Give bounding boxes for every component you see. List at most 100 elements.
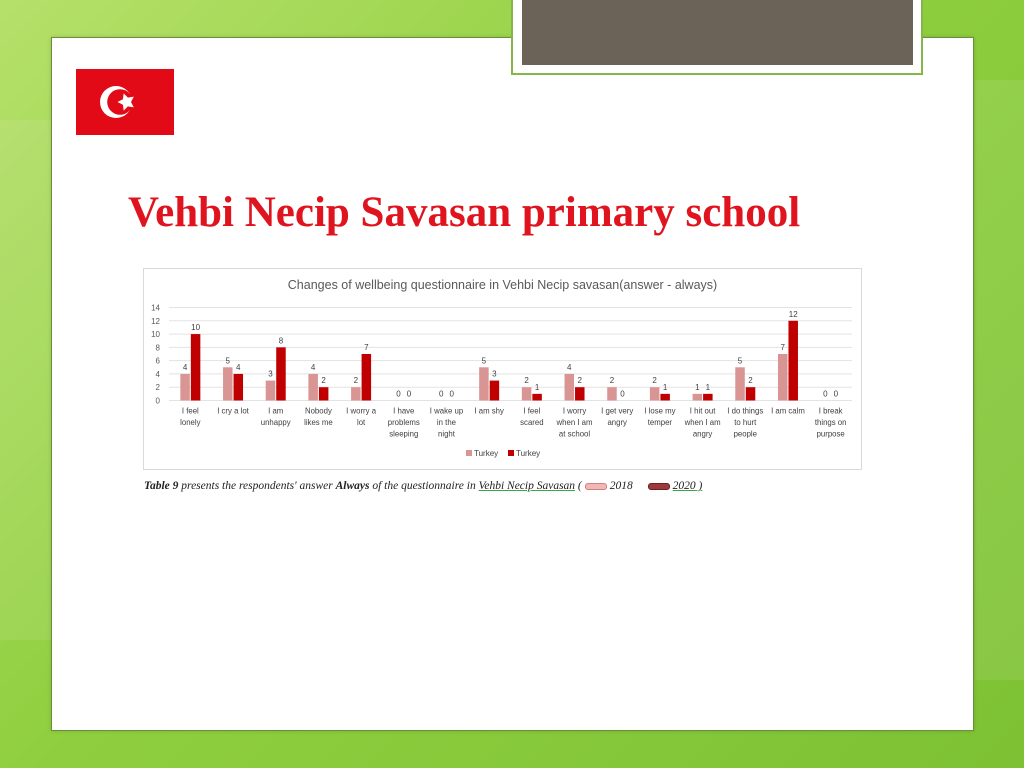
x-tick-label: I have xyxy=(393,407,414,416)
data-label: 10 xyxy=(191,323,200,332)
bar-turkey-2020 xyxy=(575,387,585,401)
x-tick-label: I worry xyxy=(563,407,586,416)
x-tick-label: I feel xyxy=(523,407,540,416)
y-tick-label: 10 xyxy=(151,330,160,339)
x-tick-label: sleeping xyxy=(389,430,418,439)
data-label: 0 xyxy=(439,390,444,399)
bar-turkey-2020 xyxy=(660,393,670,401)
y-tick-label: 12 xyxy=(151,317,160,326)
x-tick-label: I am calm xyxy=(771,407,805,416)
x-tick-label: problems xyxy=(388,418,420,427)
turkey-flag-graphic xyxy=(76,69,174,135)
x-tick-label: things on xyxy=(815,418,847,427)
caption-year-2018: 2018 xyxy=(609,480,633,492)
data-label: 2 xyxy=(321,376,326,385)
x-tick-label: I wake up xyxy=(430,407,464,416)
y-tick-label: 0 xyxy=(156,397,161,406)
data-label: 1 xyxy=(663,383,668,392)
y-tick-label: 6 xyxy=(156,357,161,366)
bar-turkey-2020 xyxy=(788,320,798,401)
bar-turkey-2018 xyxy=(607,387,617,401)
data-label: 0 xyxy=(620,390,625,399)
chart-container: Changes of wellbeing questionnaire in Ve… xyxy=(143,268,862,470)
legend-label: Turkey xyxy=(474,449,498,458)
background-streak xyxy=(0,120,60,640)
data-label: 5 xyxy=(226,356,231,365)
caption-school: Vehbi Necip Savasan xyxy=(478,480,576,492)
data-label: 2 xyxy=(652,376,657,385)
x-tick-label: likes me xyxy=(304,418,333,427)
x-tick-label: angry xyxy=(693,430,713,439)
data-label: 4 xyxy=(236,363,241,372)
x-tick-label: I break xyxy=(819,407,843,416)
bar-turkey-2018 xyxy=(649,387,660,401)
legend-label: Turkey xyxy=(516,449,540,458)
y-tick-label: 8 xyxy=(156,343,161,352)
bar-turkey-2020 xyxy=(233,373,244,401)
x-tick-label: when I am xyxy=(684,418,721,427)
legend-swatch xyxy=(466,450,472,456)
y-tick-label: 4 xyxy=(156,370,161,379)
caption-paren-close: ) xyxy=(695,480,703,492)
x-tick-label: I get very xyxy=(601,407,633,416)
data-label: 8 xyxy=(279,336,284,345)
bar-turkey-2018 xyxy=(265,380,276,401)
bar-turkey-2018 xyxy=(735,367,745,401)
bar-turkey-2020 xyxy=(532,393,542,401)
x-tick-label: to hurt xyxy=(734,418,757,427)
legend-swatch xyxy=(508,450,514,456)
x-tick-label: I am xyxy=(268,407,283,416)
data-label: 2 xyxy=(610,376,615,385)
x-tick-label: Nobody xyxy=(305,407,332,416)
data-label: 7 xyxy=(364,343,369,352)
table-caption: Table 9 presents the respondents' answer… xyxy=(144,480,844,492)
x-tick-label: lot xyxy=(357,418,366,427)
bar-turkey-2018 xyxy=(692,393,703,401)
data-label: 1 xyxy=(695,383,700,392)
data-label: 2 xyxy=(578,376,583,385)
turkey-flag-icon xyxy=(76,69,174,135)
bar-turkey-2020 xyxy=(361,354,372,401)
x-tick-label: unhappy xyxy=(261,418,291,427)
data-label: 1 xyxy=(706,383,711,392)
slide-title: Vehbi Necip Savasan primary school xyxy=(128,189,801,236)
chart-title: Changes of wellbeing questionnaire in Ve… xyxy=(287,278,718,292)
x-tick-label: I lose my xyxy=(644,407,675,416)
data-label: 5 xyxy=(482,356,487,365)
x-tick-label: I feel xyxy=(182,407,199,416)
top-header-tab xyxy=(511,0,923,75)
data-label: 1 xyxy=(535,383,540,392)
x-tick-label: angry xyxy=(607,418,627,427)
data-label: 12 xyxy=(789,310,798,319)
data-label: 0 xyxy=(396,390,401,399)
x-tick-label: lonely xyxy=(180,418,200,427)
x-tick-label: I am shy xyxy=(474,407,504,416)
bar-turkey-2018 xyxy=(521,387,532,401)
data-label: 0 xyxy=(823,390,828,399)
data-label: 2 xyxy=(748,376,753,385)
data-label: 4 xyxy=(567,363,572,372)
x-tick-label: I worry a xyxy=(346,407,377,416)
caption-text-2: of the questionnaire in xyxy=(369,480,479,492)
x-tick-label: when I am xyxy=(556,418,593,427)
bar-turkey-2020 xyxy=(745,387,756,401)
bar-turkey-2020 xyxy=(276,347,286,401)
data-label: 0 xyxy=(834,390,839,399)
caption-text-1: presents the respondents' answer xyxy=(178,480,336,492)
bar-turkey-2020 xyxy=(318,387,329,401)
x-tick-label: in the xyxy=(437,418,456,427)
bar-turkey-2020 xyxy=(190,334,201,401)
data-label: 5 xyxy=(738,356,743,365)
data-label: 2 xyxy=(524,376,529,385)
data-label: 3 xyxy=(492,370,497,379)
data-label: 4 xyxy=(311,363,316,372)
bar-turkey-2018 xyxy=(564,373,575,401)
data-label: 3 xyxy=(268,370,273,379)
x-tick-label: at school xyxy=(559,430,590,439)
x-tick-label: I hit out xyxy=(690,407,716,416)
data-label: 0 xyxy=(407,390,412,399)
data-label: 2 xyxy=(354,376,359,385)
bar-turkey-2020 xyxy=(703,393,713,401)
caption-table-ref: Table 9 xyxy=(144,480,179,492)
bar-turkey-2018 xyxy=(223,367,233,401)
